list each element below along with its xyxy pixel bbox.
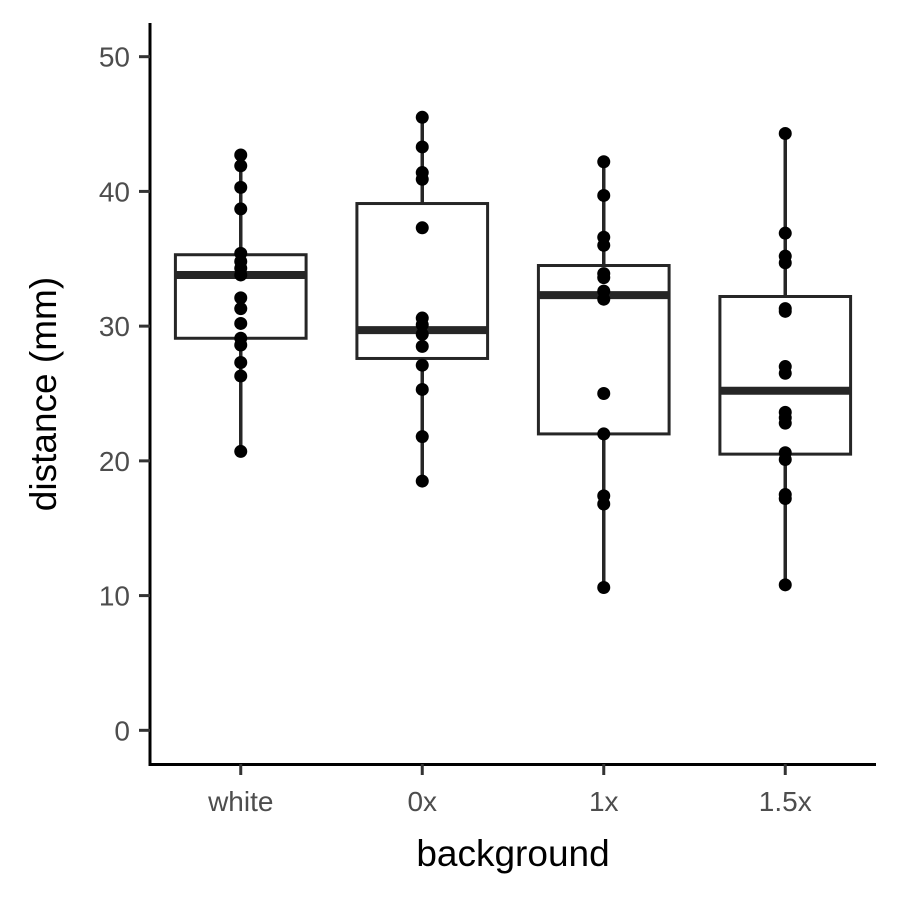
data-point <box>234 444 248 458</box>
data-point <box>234 316 248 330</box>
y-tick-label: 20 <box>99 446 130 477</box>
data-point <box>415 318 429 332</box>
data-point <box>415 140 429 154</box>
data-point <box>778 492 792 506</box>
y-tick-label: 50 <box>99 42 130 73</box>
data-point <box>415 221 429 235</box>
data-point <box>234 268 248 282</box>
data-point <box>778 256 792 270</box>
y-tick-label: 10 <box>99 581 130 612</box>
x-tick-label: white <box>207 786 273 817</box>
data-point <box>778 578 792 592</box>
x-tick-label: 1x <box>589 786 619 817</box>
axes: 0 10 20 30 40 50 white 0x 1x 1.5x <box>99 23 876 817</box>
data-point <box>597 427 611 441</box>
data-point <box>778 126 792 140</box>
data-point <box>234 338 248 352</box>
data-point <box>415 172 429 186</box>
data-point <box>597 271 611 285</box>
data-point <box>415 382 429 396</box>
data-point <box>597 497 611 511</box>
data-point <box>234 180 248 194</box>
x-tick-label: 0x <box>407 786 437 817</box>
y-tick-label: 30 <box>99 311 130 342</box>
data-point <box>597 155 611 169</box>
data-point <box>415 339 429 353</box>
data-point <box>234 202 248 216</box>
data-point <box>234 369 248 383</box>
x-axis-title: background <box>416 833 609 874</box>
data-point <box>234 148 248 162</box>
data-point <box>415 327 429 341</box>
data-point <box>234 291 248 305</box>
data-point <box>778 304 792 318</box>
x-tick-label: 1.5x <box>759 786 812 817</box>
data-point <box>597 188 611 202</box>
y-tick-label: 40 <box>99 176 130 207</box>
data-point <box>597 387 611 400</box>
data-point <box>234 356 248 370</box>
data-point <box>778 453 792 467</box>
data-point <box>778 366 792 380</box>
data-point <box>234 302 248 316</box>
data-point <box>778 416 792 430</box>
data-point <box>597 238 611 252</box>
y-axis-title: distance (mm) <box>23 277 64 511</box>
y-tick-label: 0 <box>114 715 130 746</box>
data-point <box>234 159 248 173</box>
plot-area <box>173 110 853 595</box>
data-point <box>778 226 792 240</box>
data-point <box>597 581 611 595</box>
data-point <box>415 110 429 124</box>
data-point <box>597 292 611 306</box>
data-point <box>415 430 429 444</box>
data-point <box>415 474 429 488</box>
data-point <box>415 358 429 372</box>
